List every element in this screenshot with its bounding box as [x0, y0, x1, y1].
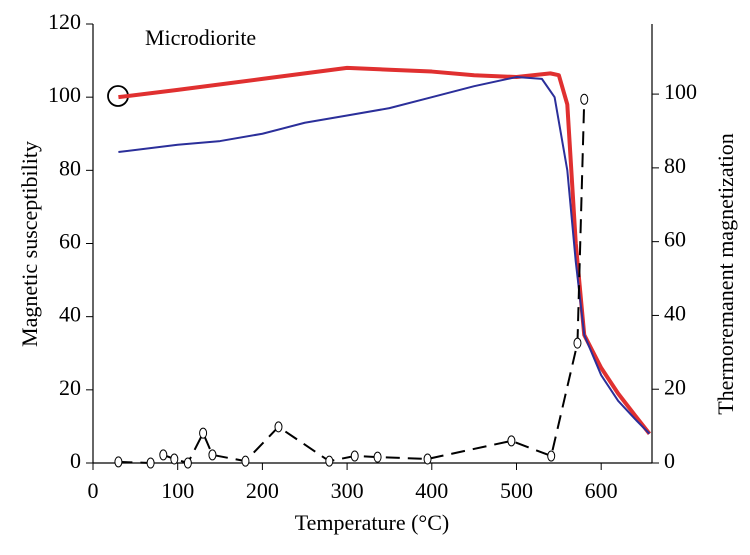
series-line [118, 65, 652, 435]
series-line [118, 76, 651, 435]
y2-tick-label: 0 [664, 448, 675, 473]
point [350, 450, 359, 462]
y-axis-label: Magnetic susceptibility [17, 141, 42, 347]
point [580, 93, 589, 105]
point [241, 455, 250, 467]
y-tick-label: 120 [48, 9, 81, 34]
x-tick-label: 400 [415, 478, 448, 503]
y2-tick-label: 20 [664, 374, 686, 399]
point [373, 451, 382, 463]
point [573, 337, 582, 349]
y-tick-label: 60 [59, 229, 81, 254]
point [114, 456, 123, 468]
x-tick-label: 200 [246, 478, 279, 503]
point [208, 449, 217, 461]
point [183, 457, 192, 469]
y2-axis-label: Thermoremanent magnetization [713, 133, 738, 415]
x-tick-label: 0 [88, 478, 99, 503]
y2-tick-label: 60 [664, 227, 686, 252]
y-tick-label: 0 [70, 448, 81, 473]
y2-tick-label: 80 [664, 153, 686, 178]
point [507, 435, 516, 447]
x-tick-label: 500 [500, 478, 533, 503]
point [325, 455, 334, 467]
x-axis-label: Temperature (°C) [295, 510, 449, 535]
y2-tick-label: 40 [664, 300, 686, 325]
point [423, 453, 432, 465]
x-tick-label: 100 [161, 478, 194, 503]
x-tick-label: 600 [585, 478, 618, 503]
point [274, 421, 283, 433]
y2-tick-label: 100 [664, 79, 697, 104]
point [547, 450, 556, 462]
y-tick-label: 80 [59, 155, 81, 180]
y-tick-label: 100 [48, 82, 81, 107]
point [199, 427, 208, 439]
point [159, 449, 168, 461]
y-tick-label: 40 [59, 302, 81, 327]
x-tick-label: 300 [331, 478, 364, 503]
point [170, 453, 179, 465]
point [146, 457, 155, 469]
annotation: Microdiorite [145, 25, 256, 50]
y-tick-label: 20 [59, 375, 81, 400]
series-line [118, 99, 586, 464]
